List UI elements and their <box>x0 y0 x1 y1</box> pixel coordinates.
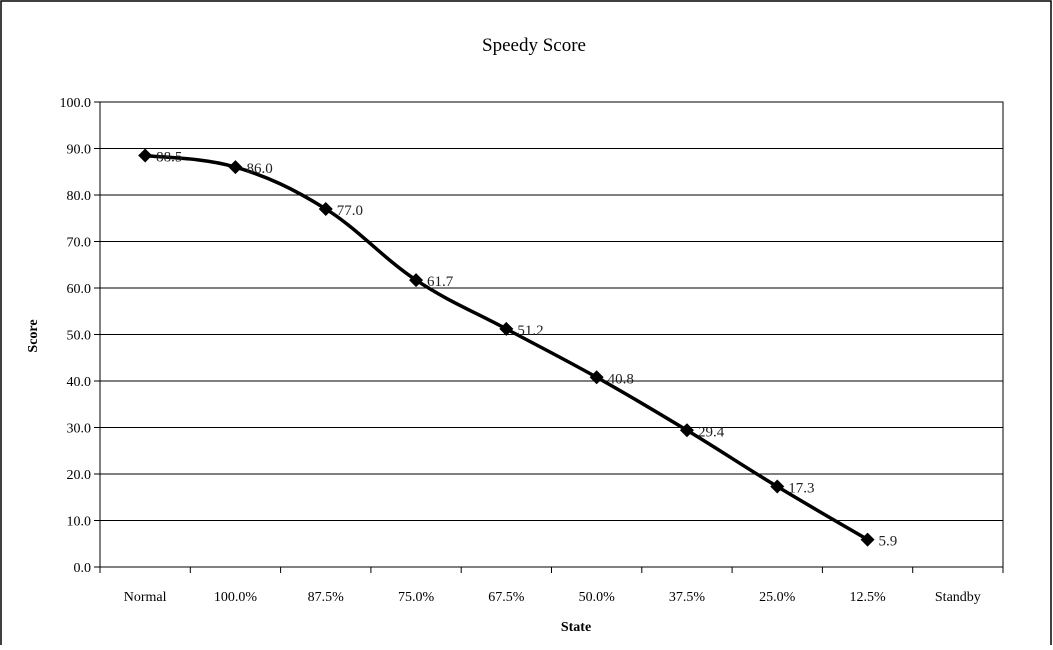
chart-title: Speedy Score <box>482 35 586 56</box>
y-tick-label: 30.0 <box>67 422 92 437</box>
y-tick-label: 20.0 <box>67 468 92 483</box>
x-tick-label: 50.0% <box>579 590 616 605</box>
x-axis-ticks: Normal 100.0% 87.5% 75.0% 67.5% 50.0% 37.5% 25.… <box>99 567 1004 605</box>
data-label: 86.0 <box>246 161 272 177</box>
data-label: 61.7 <box>427 274 454 290</box>
data-label: 51.2 <box>517 323 543 339</box>
y-axis-title: Score <box>26 319 41 352</box>
x-tick-label: Standby <box>935 590 981 605</box>
data-label: 29.4 <box>698 424 725 440</box>
x-tick-label: 100.0% <box>214 590 258 605</box>
data-point-marker <box>499 321 514 336</box>
marker-layer <box>138 148 875 547</box>
x-axis-title: State <box>561 620 591 635</box>
x-tick-label: 37.5% <box>669 590 706 605</box>
y-tick-label: 70.0 <box>67 236 92 251</box>
data-point-marker <box>138 148 153 163</box>
x-tick-label: 25.0% <box>759 590 796 605</box>
x-tick-label: 75.0% <box>398 590 435 605</box>
data-point-marker <box>318 201 333 216</box>
y-tick-label: 40.0 <box>67 375 92 390</box>
y-axis-ticks: 0.0 10.0 20.0 30.0 40.0 50.0 60.0 70.0 80.0 90.0 1… <box>60 96 100 576</box>
data-label: 40.8 <box>608 371 634 387</box>
x-tick-label: 87.5% <box>308 590 345 605</box>
data-point-marker <box>409 273 424 288</box>
data-label-layer: 88.5 86.0 77.0 61.7 51.2 40.8 29.4 17.3 5.9 <box>156 149 897 549</box>
x-tick-label: 12.5% <box>849 590 886 605</box>
data-point-marker <box>860 532 875 547</box>
data-label: 17.3 <box>788 481 814 497</box>
y-tick-label: 80.0 <box>67 189 92 204</box>
y-tick-label: 10.0 <box>67 515 92 530</box>
y-tick-label: 100.0 <box>60 96 92 111</box>
data-point-marker <box>228 160 243 175</box>
data-point-marker <box>589 370 604 385</box>
data-label: 77.0 <box>337 203 363 219</box>
data-label: 5.9 <box>879 534 898 550</box>
data-point-marker <box>770 479 785 494</box>
y-tick-label: 90.0 <box>67 143 92 158</box>
x-tick-label: Normal <box>124 590 167 605</box>
data-label: 88.5 <box>156 149 182 165</box>
x-tick-label: 67.5% <box>488 590 525 605</box>
data-point-marker <box>679 423 694 438</box>
y-tick-label: 60.0 <box>67 282 92 297</box>
y-tick-label: 50.0 <box>67 329 92 344</box>
y-tick-label: 0.0 <box>74 561 92 576</box>
